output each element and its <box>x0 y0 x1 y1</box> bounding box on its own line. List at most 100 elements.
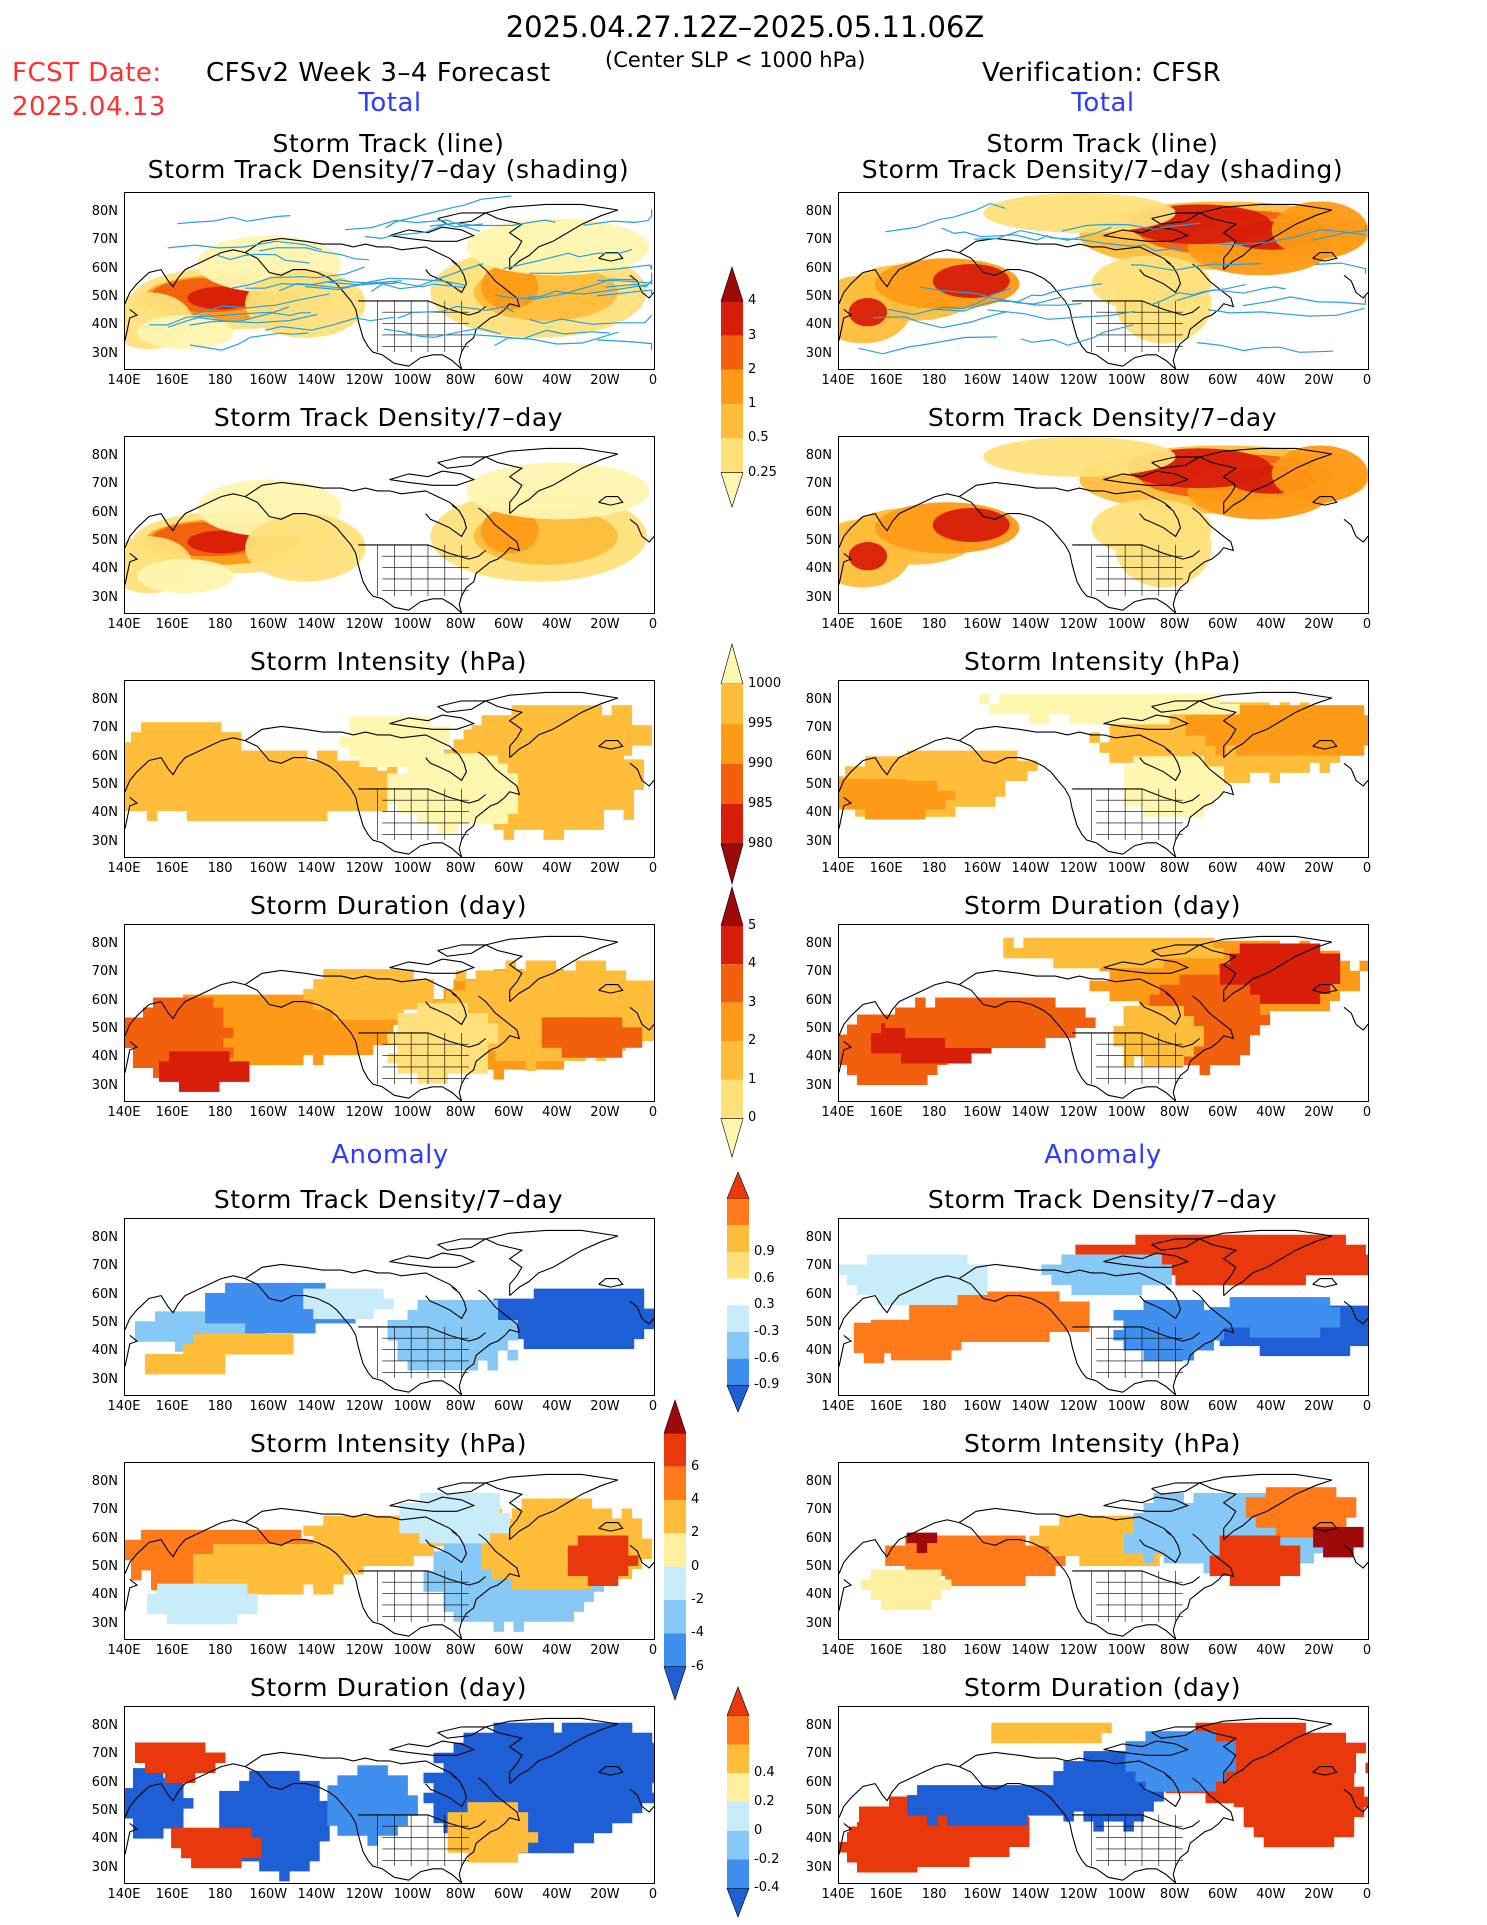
lat-label: 50N <box>91 1315 118 1331</box>
model-title: CFSv2 Week 3–4 Forecast <box>206 58 551 88</box>
lat-label: 80N <box>805 1473 832 1489</box>
lon-label: 80W <box>1159 1643 1190 1658</box>
lon-label: 160E <box>869 617 903 632</box>
track-line-title: Storm Track Density/7–day (shading) <box>147 155 630 184</box>
lon-label: 20W <box>590 1399 620 1414</box>
lon-label: 20W <box>1304 617 1334 632</box>
anom-intensity-forecast-map <box>124 1462 655 1640</box>
colorbar-label: -2 <box>691 1592 704 1607</box>
colorbar-swatch <box>726 1686 750 1717</box>
lat-label: 50N <box>91 1021 118 1037</box>
lon-label: 160W <box>249 373 288 388</box>
lon-label: 40W <box>1256 861 1286 876</box>
lon-label: 160W <box>963 1643 1002 1658</box>
colorbar-label: 2 <box>748 1033 757 1049</box>
lon-label: 140E <box>821 861 855 876</box>
lon-label: 140W <box>1011 1399 1050 1414</box>
lon-label: 60W <box>494 1887 524 1902</box>
lat-label: 40N <box>805 805 832 821</box>
lon-label: 140E <box>821 617 855 632</box>
lon-label: 140W <box>297 1887 336 1902</box>
colorbar-label: 4 <box>748 956 757 972</box>
lon-label: 160E <box>155 1399 189 1414</box>
colorbar-swatch <box>727 1859 749 1889</box>
duration-title: Storm Duration (day) <box>249 891 528 920</box>
anom-duration-colorbar <box>726 1686 750 1918</box>
lat-label: 80N <box>805 935 832 951</box>
colorbar-label: 0.3 <box>754 1297 775 1313</box>
colorbar-label: 0.4 <box>754 1765 775 1781</box>
colorbar-swatch <box>720 266 744 302</box>
lon-label: 20W <box>590 1643 620 1658</box>
anom-intensity-colorbar <box>663 1399 687 1701</box>
lon-label: 160E <box>155 861 189 876</box>
lat-label: 80N <box>91 691 118 707</box>
lon-label: 100W <box>1107 617 1146 632</box>
anom-track-density-forecast-map <box>124 1218 655 1396</box>
lon-label: 140W <box>1011 1887 1050 1902</box>
lat-label: 30N <box>805 1077 832 1093</box>
lon-label: 140E <box>821 373 855 388</box>
lon-label: 40W <box>542 373 572 388</box>
lon-label: 120W <box>345 1643 384 1658</box>
intensity-title: Storm Intensity (hPa) <box>249 647 528 676</box>
colorbar-swatch <box>726 1171 750 1199</box>
lat-label: 40N <box>805 1587 832 1603</box>
lon-label: 80W <box>1159 1399 1190 1414</box>
lat-label: 50N <box>91 1803 118 1819</box>
colorbar-label: 980 <box>748 836 773 851</box>
lon-label: 100W <box>1107 1887 1146 1902</box>
lon-label: 160E <box>155 1643 189 1658</box>
lon-label: 60W <box>494 1105 524 1120</box>
colorbar-label: 4 <box>691 1492 700 1507</box>
lon-label: 160E <box>155 617 189 632</box>
lon-label: 160E <box>155 373 189 388</box>
lat-label: 30N <box>91 345 118 361</box>
lat-label: 70N <box>91 232 118 248</box>
lon-label: 60W <box>494 373 524 388</box>
lat-label: 50N <box>805 1315 832 1331</box>
colorbar-label: 3 <box>748 327 757 343</box>
colorbar-swatch <box>663 1399 687 1434</box>
lon-label: 160W <box>963 1887 1002 1902</box>
verification-title: Verification: CFSR <box>982 58 1222 88</box>
lon-label: 0 <box>1362 373 1372 388</box>
lat-label: 40N <box>91 1831 118 1847</box>
duration-title: Storm Duration (day) <box>963 891 1242 920</box>
lon-label: 60W <box>1208 1105 1238 1120</box>
lat-label: 80N <box>91 1473 118 1489</box>
colorbar-swatch <box>721 684 743 724</box>
colorbar-label: 4 <box>748 293 757 309</box>
lon-label: 80W <box>1159 1887 1190 1902</box>
lon-label: 40W <box>1256 1399 1286 1414</box>
lon-label: 140W <box>297 861 336 876</box>
lon-label: 80W <box>445 861 476 876</box>
lat-label: 60N <box>91 1774 118 1790</box>
density-colorbar <box>720 266 744 508</box>
lon-label: 20W <box>590 1887 620 1902</box>
lon-label: 0 <box>1362 1105 1372 1120</box>
lon-label: 160E <box>869 1399 903 1414</box>
lon-label: 160W <box>963 861 1002 876</box>
lon-label: 40W <box>542 1399 572 1414</box>
lat-label: 30N <box>805 833 832 849</box>
lat-label: 60N <box>91 1286 118 1302</box>
lon-label: 160W <box>249 617 288 632</box>
lon-label: 60W <box>494 617 524 632</box>
lon-label: 0 <box>1362 861 1372 876</box>
section-total-left: Total <box>358 88 422 118</box>
lon-label: 0 <box>648 861 658 876</box>
lat-label: 60N <box>805 504 832 520</box>
lon-label: 180 <box>921 1643 947 1658</box>
lon-label: 100W <box>1107 1399 1146 1414</box>
lon-label: 160E <box>869 1105 903 1120</box>
lat-label: 30N <box>805 1615 832 1631</box>
lat-label: 60N <box>91 504 118 520</box>
lat-label: 30N <box>91 589 118 605</box>
lon-label: 40W <box>1256 373 1286 388</box>
lon-label: 40W <box>1256 1887 1286 1902</box>
colorbar-swatch <box>721 804 743 844</box>
lat-label: 70N <box>805 720 832 736</box>
lon-label: 180 <box>921 861 947 876</box>
criterion-title: (Center SLP < 1000 hPa) <box>605 48 866 72</box>
